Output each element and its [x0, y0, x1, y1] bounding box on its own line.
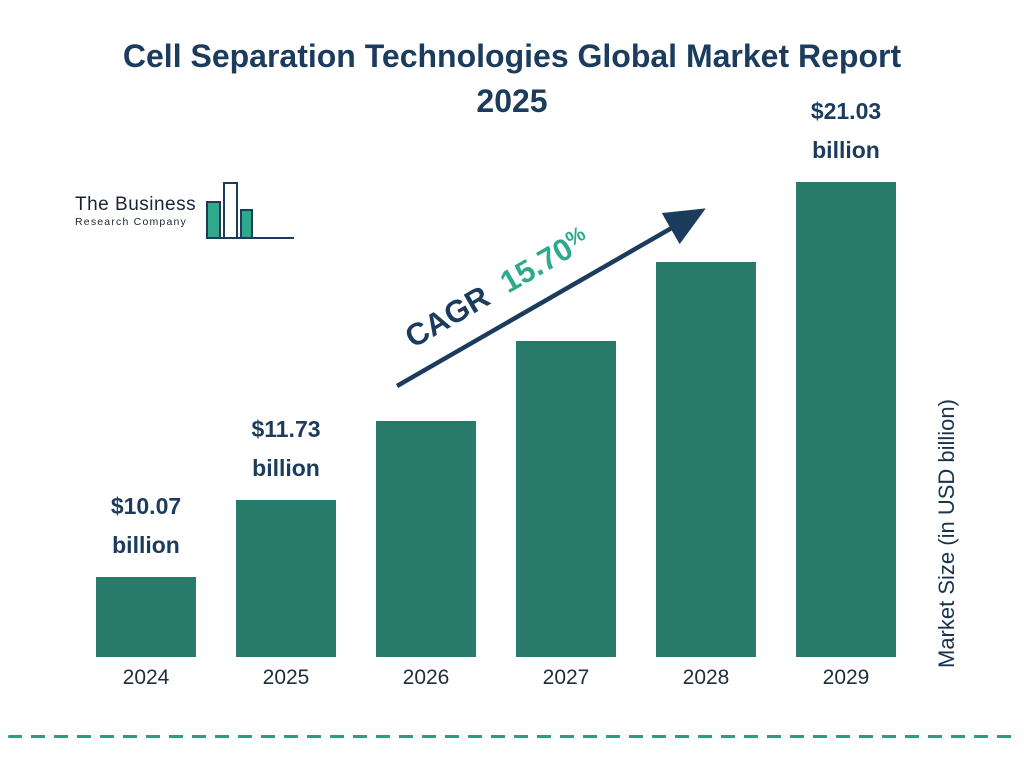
bar-value-unit: billion — [812, 136, 880, 163]
y-axis-label: Market Size (in USD billion) — [934, 399, 959, 668]
bar-value-unit: billion — [252, 454, 320, 481]
bar-2025 — [236, 500, 336, 657]
company-name-line2: Research Company — [75, 216, 187, 228]
x-axis-label-2029: 2029 — [822, 666, 870, 689]
company-logo-text: The Business Research Company — [75, 194, 196, 242]
bar-2026 — [376, 421, 476, 657]
bar-2028 — [656, 262, 756, 657]
bar-value-amount: $10.07 — [110, 492, 182, 519]
company-logo: The Business Research Company — [75, 180, 296, 242]
bar-column-2025: $11.73 billion — [236, 410, 336, 657]
bar-2029 — [796, 182, 896, 657]
bottom-dashed-divider — [8, 735, 1016, 738]
x-axis-label-2025: 2025 — [262, 666, 310, 689]
bar-value-unit: billion — [112, 531, 180, 558]
bar-2027 — [516, 341, 616, 657]
bar-column-2027 — [516, 341, 616, 657]
bar-value-label-2025: $11.73 billion — [251, 410, 320, 488]
x-axis-label-2026: 2026 — [402, 666, 450, 689]
x-axis-label-2024: 2024 — [122, 666, 170, 689]
bar-value-amount: $21.03 — [810, 97, 882, 124]
bar-series: $10.07 billion $11.73 billion $21.03 billion — [96, 92, 896, 657]
bar-2024 — [96, 577, 196, 657]
bar-column-2028 — [656, 262, 756, 657]
bar-column-2024: $10.07 billion — [96, 487, 196, 657]
x-axis-label-2027: 2027 — [542, 666, 590, 689]
bar-value-label-2029: $21.03 billion — [811, 92, 881, 170]
bar-value-amount: $11.73 — [251, 415, 321, 442]
bar-column-2029: $21.03 billion — [796, 92, 896, 657]
chart-title: Cell Separation Technologies Global Mark… — [122, 38, 902, 120]
bar-value-label-2024: $10.07 billion — [111, 487, 181, 565]
x-axis-label-2028: 2028 — [682, 666, 730, 689]
x-axis-labels: 2024 2025 2026 2027 2028 2029 — [96, 666, 896, 690]
bar-chart-logo-icon — [206, 182, 295, 239]
bar-column-2026 — [376, 421, 476, 657]
company-name-line1: The Business — [75, 194, 197, 215]
